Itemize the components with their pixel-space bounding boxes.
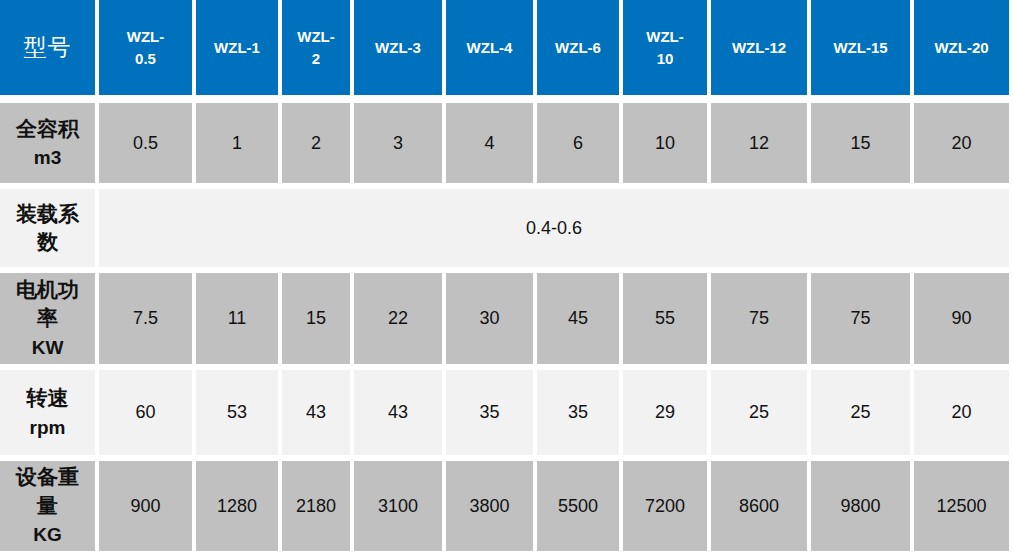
row-unit-text: KG <box>33 524 62 545</box>
value-cell: 22 <box>354 273 446 370</box>
model-header-cell: WZL- 10 <box>623 0 711 103</box>
model-header-cell: WZL-1 <box>196 0 282 103</box>
value-cell: 1280 <box>196 461 282 557</box>
value-cell: 12 <box>711 103 811 189</box>
table-row: 全容积m30.51234610121520 <box>0 103 1013 189</box>
value-cell: 15 <box>282 273 354 370</box>
value-cell: 30 <box>446 273 537 370</box>
table-row: 装载系 数 0.4-0.6 <box>0 189 1013 273</box>
model-header-cell: WZL-15 <box>811 0 914 103</box>
model-header-cell: WZL-12 <box>711 0 811 103</box>
header-row: 型号 WZL- 0.5WZL-1WZL- 2WZL-3WZL-4WZL-6WZL… <box>0 0 1013 103</box>
value-cell: 3800 <box>446 461 537 557</box>
value-cell: 35 <box>446 370 537 461</box>
value-cell: 5500 <box>537 461 623 557</box>
value-cell: 15 <box>811 103 914 189</box>
model-header-cell: WZL-3 <box>354 0 446 103</box>
value-cell: 43 <box>282 370 354 461</box>
row-unit-text: KW <box>32 337 64 358</box>
value-cell: 4 <box>446 103 537 189</box>
value-cell: 60 <box>99 370 196 461</box>
table-body: 全容积m30.51234610121520装载系 数0.4-0.6电机功 率KW… <box>0 103 1013 557</box>
value-cell: 8600 <box>711 461 811 557</box>
spec-table-container: 型号 WZL- 0.5WZL-1WZL- 2WZL-3WZL-4WZL-6WZL… <box>0 0 1013 559</box>
value-cell: 7.5 <box>99 273 196 370</box>
value-cell: 3100 <box>354 461 446 557</box>
value-cell: 45 <box>537 273 623 370</box>
row-label-cell: 设备重 量 KG <box>0 461 99 557</box>
value-cell: 35 <box>537 370 623 461</box>
row-label-cell: 电机功 率 KW <box>0 273 99 370</box>
model-header-cell: WZL- 0.5 <box>99 0 196 103</box>
value-cell: 9800 <box>811 461 914 557</box>
value-cell: 7200 <box>623 461 711 557</box>
row-label-text: 全容积 <box>16 117 79 141</box>
value-cell: 2180 <box>282 461 354 557</box>
value-cell: 55 <box>623 273 711 370</box>
span-value-cell: 0.4-0.6 <box>99 189 1013 273</box>
row-label-text: 转速 <box>27 386 69 410</box>
table-row: 转速rpm60534343353529252520 <box>0 370 1013 461</box>
value-cell: 25 <box>811 370 914 461</box>
row-label-cell: 全容积 m3 <box>0 103 99 189</box>
table-row: 电机功 率KW7.5111522304555757590 <box>0 273 1013 370</box>
model-header-cell: WZL-20 <box>914 0 1013 103</box>
value-cell: 1 <box>196 103 282 189</box>
value-cell: 20 <box>914 370 1013 461</box>
row-label-cell: 装载系 数 <box>0 189 99 273</box>
value-cell: 75 <box>711 273 811 370</box>
value-cell: 53 <box>196 370 282 461</box>
spec-table: 型号 WZL- 0.5WZL-1WZL- 2WZL-3WZL-4WZL-6WZL… <box>0 0 1013 557</box>
value-cell: 11 <box>196 273 282 370</box>
row-label-text: 设备重 量 <box>16 465 79 517</box>
value-cell: 2 <box>282 103 354 189</box>
value-cell: 6 <box>537 103 623 189</box>
corner-header-cell: 型号 <box>0 0 99 103</box>
value-cell: 25 <box>711 370 811 461</box>
model-header-cell: WZL-6 <box>537 0 623 103</box>
value-cell: 3 <box>354 103 446 189</box>
value-cell: 20 <box>914 103 1013 189</box>
value-cell: 29 <box>623 370 711 461</box>
value-cell: 43 <box>354 370 446 461</box>
row-unit-text: rpm <box>30 417 66 438</box>
model-header-cell: WZL- 2 <box>282 0 354 103</box>
value-cell: 90 <box>914 273 1013 370</box>
row-label-text: 装载系 数 <box>16 202 79 254</box>
value-cell: 900 <box>99 461 196 557</box>
model-header-cell: WZL-4 <box>446 0 537 103</box>
table-row: 设备重 量 KG 900128021803100380055007200860098… <box>0 461 1013 557</box>
value-cell: 0.5 <box>99 103 196 189</box>
row-label-cell: 转速 rpm <box>0 370 99 461</box>
row-label-text: 电机功 率 <box>16 278 79 330</box>
row-unit-text: m3 <box>34 147 61 168</box>
value-cell: 75 <box>811 273 914 370</box>
value-cell: 12500 <box>914 461 1013 557</box>
value-cell: 10 <box>623 103 711 189</box>
